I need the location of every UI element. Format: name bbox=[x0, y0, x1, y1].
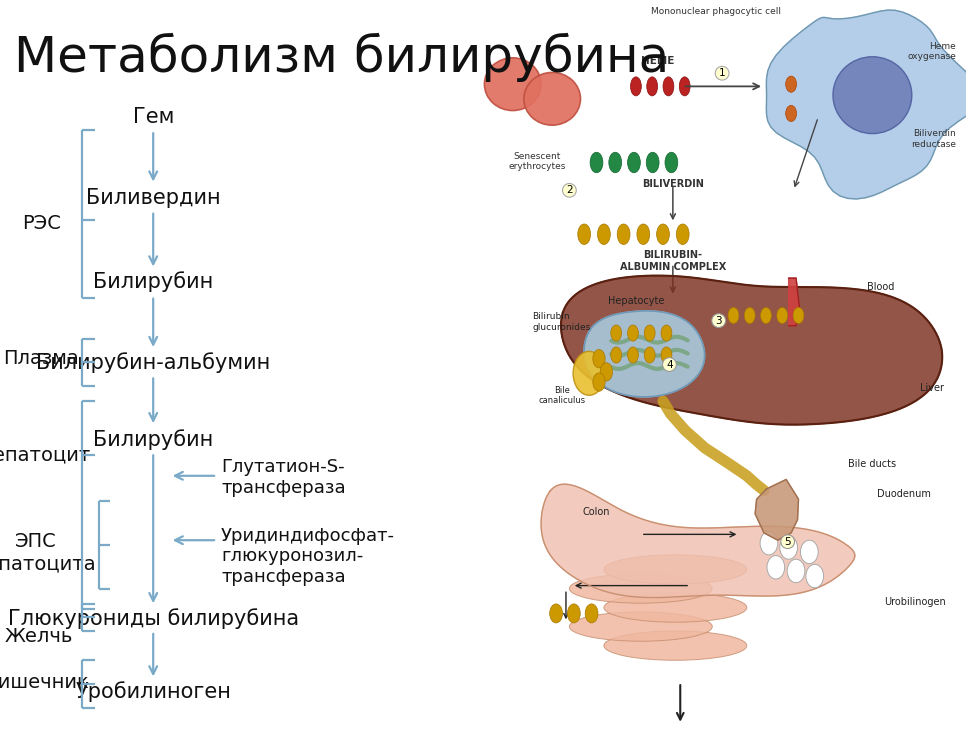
Ellipse shape bbox=[567, 604, 581, 623]
Ellipse shape bbox=[833, 57, 912, 133]
Ellipse shape bbox=[760, 307, 772, 324]
Ellipse shape bbox=[785, 76, 797, 92]
Text: BILIRUBIN-
ALBUMIN COMPLEX: BILIRUBIN- ALBUMIN COMPLEX bbox=[620, 250, 726, 272]
Ellipse shape bbox=[661, 325, 672, 341]
Ellipse shape bbox=[604, 631, 747, 660]
Text: Bile
canaliculus: Bile canaliculus bbox=[538, 386, 585, 405]
Polygon shape bbox=[755, 479, 799, 540]
Text: Bile ducts: Bile ducts bbox=[848, 459, 895, 469]
Ellipse shape bbox=[524, 72, 581, 125]
Ellipse shape bbox=[728, 307, 739, 324]
Ellipse shape bbox=[777, 307, 787, 324]
Polygon shape bbox=[788, 278, 800, 326]
Ellipse shape bbox=[628, 347, 639, 363]
Text: Mononuclear phagocytic cell: Mononuclear phagocytic cell bbox=[651, 7, 781, 16]
Ellipse shape bbox=[806, 564, 824, 588]
Text: Colon: Colon bbox=[582, 507, 611, 518]
Ellipse shape bbox=[646, 152, 659, 173]
Ellipse shape bbox=[628, 325, 639, 341]
Text: BILIVERDIN: BILIVERDIN bbox=[642, 179, 704, 189]
Ellipse shape bbox=[647, 77, 658, 96]
Ellipse shape bbox=[631, 77, 641, 96]
Text: Желчь: Желчь bbox=[5, 627, 73, 646]
Text: Biliverdin
reductase: Biliverdin reductase bbox=[911, 130, 956, 149]
Ellipse shape bbox=[801, 540, 818, 564]
Text: Уридиндифосфат-
глюкуронозил-
трансфераза: Уридиндифосфат- глюкуронозил- трансфераз… bbox=[221, 526, 395, 586]
Text: Плазма: Плазма bbox=[3, 349, 79, 368]
Ellipse shape bbox=[663, 77, 674, 96]
Ellipse shape bbox=[665, 152, 678, 173]
Ellipse shape bbox=[785, 105, 797, 122]
Ellipse shape bbox=[590, 152, 603, 173]
Ellipse shape bbox=[611, 347, 622, 363]
Text: 4: 4 bbox=[667, 359, 672, 370]
Ellipse shape bbox=[585, 604, 598, 623]
Text: Биливердин: Биливердин bbox=[86, 187, 220, 208]
Polygon shape bbox=[766, 10, 966, 199]
Ellipse shape bbox=[679, 77, 690, 96]
Ellipse shape bbox=[569, 612, 712, 641]
Ellipse shape bbox=[611, 325, 622, 341]
Text: Senescent
erythrocytes: Senescent erythrocytes bbox=[509, 152, 566, 171]
Text: 2: 2 bbox=[566, 185, 573, 195]
Text: Liver: Liver bbox=[920, 383, 944, 393]
Text: ЭПС
гепатоцита: ЭПС гепатоцита bbox=[0, 532, 96, 573]
Ellipse shape bbox=[593, 350, 605, 367]
Polygon shape bbox=[561, 275, 942, 425]
Text: Уробилиноген: Уробилиноген bbox=[75, 681, 231, 702]
Text: Hepatocyte: Hepatocyte bbox=[608, 296, 664, 306]
Text: 3: 3 bbox=[716, 315, 722, 326]
Text: РЭС: РЭС bbox=[22, 214, 61, 233]
Polygon shape bbox=[584, 311, 704, 397]
Text: Билирубин: Билирубин bbox=[93, 429, 213, 449]
Ellipse shape bbox=[484, 58, 541, 111]
Ellipse shape bbox=[644, 347, 655, 363]
Ellipse shape bbox=[745, 307, 755, 324]
Text: Глутатион-S-
трансфераза: Глутатион-S- трансфераза bbox=[221, 458, 346, 497]
Text: Bilirubin
glucuronides: Bilirubin glucuronides bbox=[532, 313, 591, 332]
Ellipse shape bbox=[604, 555, 747, 584]
Ellipse shape bbox=[760, 531, 778, 555]
Ellipse shape bbox=[676, 224, 689, 244]
Ellipse shape bbox=[617, 224, 630, 244]
Ellipse shape bbox=[573, 351, 605, 395]
Text: Blood: Blood bbox=[867, 282, 895, 292]
Polygon shape bbox=[541, 484, 855, 597]
Text: Метаболизм билирубина: Метаболизм билирубина bbox=[14, 33, 669, 82]
Ellipse shape bbox=[593, 373, 605, 391]
Ellipse shape bbox=[644, 325, 655, 341]
Text: Urobilinogen: Urobilinogen bbox=[885, 597, 947, 607]
Text: HEME: HEME bbox=[641, 56, 675, 66]
Text: Гем: Гем bbox=[132, 107, 174, 127]
Ellipse shape bbox=[609, 152, 622, 173]
Ellipse shape bbox=[578, 224, 590, 244]
Text: Глюкурониды билирубина: Глюкурониды билирубина bbox=[8, 608, 298, 629]
Ellipse shape bbox=[637, 224, 650, 244]
Ellipse shape bbox=[604, 593, 747, 622]
Text: Гепатоцит: Гепатоцит bbox=[0, 446, 91, 465]
Text: Duodenum: Duodenum bbox=[877, 489, 931, 499]
Text: 5: 5 bbox=[784, 537, 791, 547]
Ellipse shape bbox=[661, 347, 672, 363]
Ellipse shape bbox=[767, 556, 784, 579]
Ellipse shape bbox=[793, 307, 804, 324]
Ellipse shape bbox=[550, 604, 562, 623]
Ellipse shape bbox=[780, 536, 798, 559]
Text: Кишечник: Кишечник bbox=[0, 673, 89, 692]
Ellipse shape bbox=[628, 152, 640, 173]
Text: Билирубин: Билирубин bbox=[93, 272, 213, 292]
Ellipse shape bbox=[787, 559, 805, 583]
Text: Heme
oxygenase: Heme oxygenase bbox=[907, 42, 956, 61]
Ellipse shape bbox=[657, 224, 669, 244]
Text: 1: 1 bbox=[719, 68, 725, 78]
Ellipse shape bbox=[569, 574, 712, 603]
Ellipse shape bbox=[600, 363, 612, 381]
Ellipse shape bbox=[598, 224, 611, 244]
Text: Билирубин-альбумин: Билирубин-альбумин bbox=[36, 352, 270, 373]
